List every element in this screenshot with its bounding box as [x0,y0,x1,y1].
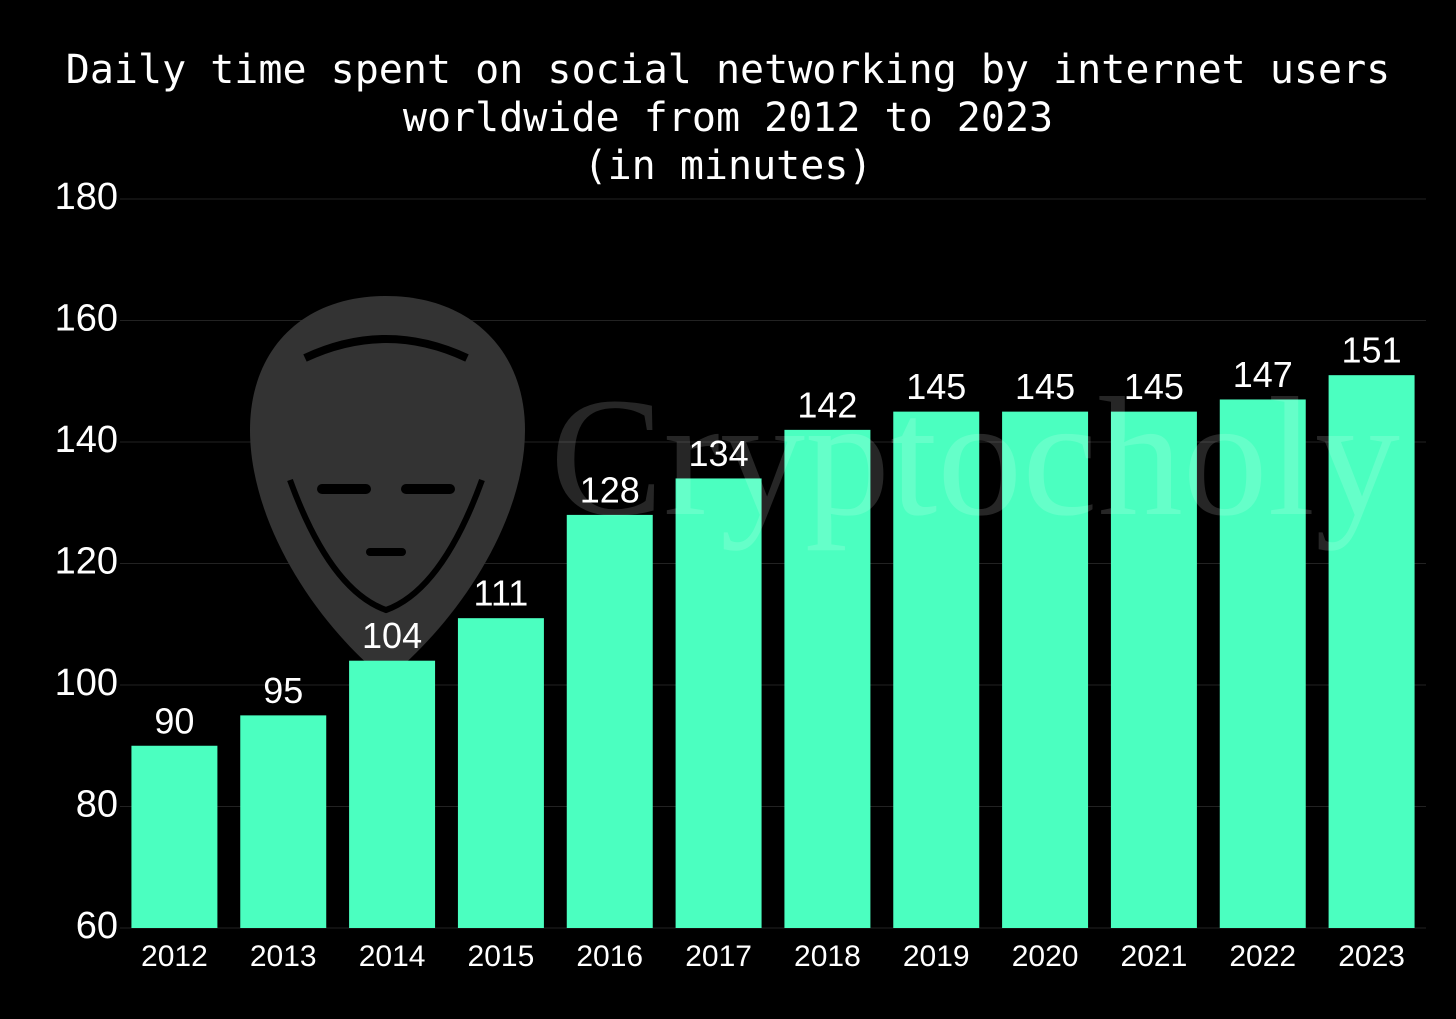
y-tick-label: 60 [76,905,118,947]
chart-title: worldwide from 2012 to 2023 [403,95,1053,141]
value-label: 142 [797,384,857,425]
y-tick-label: 100 [55,662,118,704]
value-label: 111 [474,573,529,614]
face-eye [401,484,455,494]
value-label: 95 [263,670,303,711]
face-jaw [287,478,485,614]
face-eye [317,484,371,494]
bar [784,429,871,928]
bar [893,411,980,928]
bar [349,660,436,928]
x-tick-label: 2022 [1229,940,1296,973]
y-tick-label: 160 [55,298,118,340]
value-label: 147 [1233,354,1293,395]
value-label: 145 [1015,366,1075,407]
x-tick-label: 2015 [468,940,535,973]
x-tick-label: 2019 [903,940,970,973]
bar [1110,411,1197,928]
value-label: 90 [154,700,194,741]
x-tick-label: 2016 [576,940,643,973]
watermark-face [250,296,525,680]
chart-title: Daily time spent on social networking by… [66,47,1391,93]
x-tick-label: 2014 [359,940,426,973]
x-tick-label: 2021 [1121,940,1188,973]
bar [675,478,762,928]
bar [1328,375,1415,928]
value-label: 128 [580,469,640,510]
y-tick-label: 120 [55,541,118,583]
chart-subtitle: (in minutes) [584,143,873,189]
bar [457,618,544,928]
value-label: 145 [906,366,966,407]
x-tick-label: 2020 [1012,940,1079,973]
value-label: 104 [362,615,422,656]
value-label: 145 [1124,366,1184,407]
y-tick-label: 80 [76,784,118,826]
watermark-text: Cryptocholy [550,363,1400,551]
y-tick-label: 180 [55,176,118,218]
value-label: 134 [689,433,749,474]
face-mouth [366,548,406,556]
x-tick-label: 2012 [141,940,208,973]
face-brow [303,335,469,362]
x-tick-label: 2018 [794,940,861,973]
bar [131,745,218,928]
bar [240,715,327,928]
y-tick-label: 140 [55,419,118,461]
bars [131,375,1415,929]
face-shape [250,296,525,680]
value-label: 151 [1342,330,1402,371]
x-tick-label: 2013 [250,940,317,973]
bar [1002,411,1089,928]
x-tick-label: 2023 [1338,940,1405,973]
bar [1219,399,1306,929]
bar [566,514,653,928]
x-tick-label: 2017 [685,940,752,973]
